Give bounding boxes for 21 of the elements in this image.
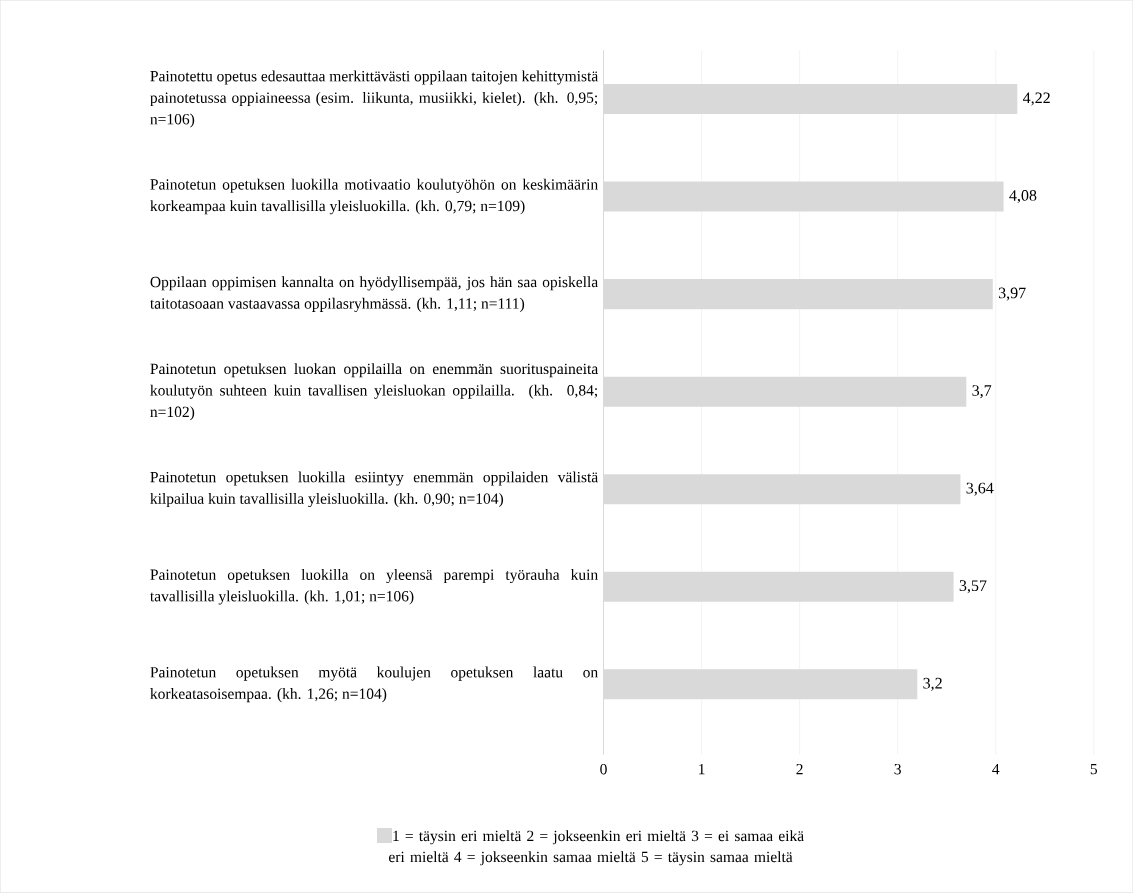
y-tick-label: Oppilaan oppimisen kannalta on hyödyllisempää, jos hän saa opiskella taitotasoaan vastaavassa oppilasryhmässä. (kh. 1,11; n=111) [150,276,598,312]
y-tick-label: Painotetun opetuksen luokilla esiintyy enemmän oppilaiden välistä kilpailua kuin tavallisilla yleisluokilla. (kh. 0,90; n=104) [150,471,598,508]
text: 3,7 [972,385,992,399]
text: 4,22 [1022,92,1050,106]
x-tick-label: 1 [699,764,705,775]
x-tick-label: 5 [1090,764,1098,775]
text: 3,2 [923,677,942,691]
y-tick-label: Painotetun opetuksen luokilla on yleensä parempi työrauha kuin tavallisilla yleisluokilla. (kh. 1,01; n=106) [150,569,598,605]
text: 3,64 [966,482,994,496]
y-tick-label: Painotetun opetuksen luokan oppilailla on enemmän suorituspaineita koulutyön suhteen kuin tavallisen yleisluokan oppilailla. (kh. 0,84; n=102) [150,363,598,421]
y-tick-label: Painotetun opetuksen luokilla motivaatio koulutyöhön on keskimäärin korkeampaa kuin tavallisilla yleisluokilla. (kh. 0,79; n=109) [150,178,598,215]
text: 4,08 [1009,190,1037,204]
text: 3,97 [998,287,1026,301]
y-tick-label: Painotettu opetus edesauttaa merkittävästi oppilaan taitojen kehittymistä painotetussa oppiaineessa (esim. liikunta, musiikki, kielet). (kh. 0,95; n=106) [150,70,599,128]
x-tick-label: 3 [894,764,901,775]
text: 3,57 [959,580,987,594]
x-tick-label: 4 [992,764,1000,775]
x-tick-label: 0 [600,764,607,775]
legend-label: 1 = täysin eri mieltä 2 = jokseenkin eri mieltä 3 = ei samaa eikä eri mieltä 4 = jokseenkin samaa mieltä 5 = täysin samaa mieltä [389,830,804,866]
x-tick-label: 2 [796,764,803,775]
y-tick-label: Painotetun opetuksen myötä koulujen opetuksen laatu on korkeatasoisempaa. (kh. 1,26; n=104) [150,666,598,703]
